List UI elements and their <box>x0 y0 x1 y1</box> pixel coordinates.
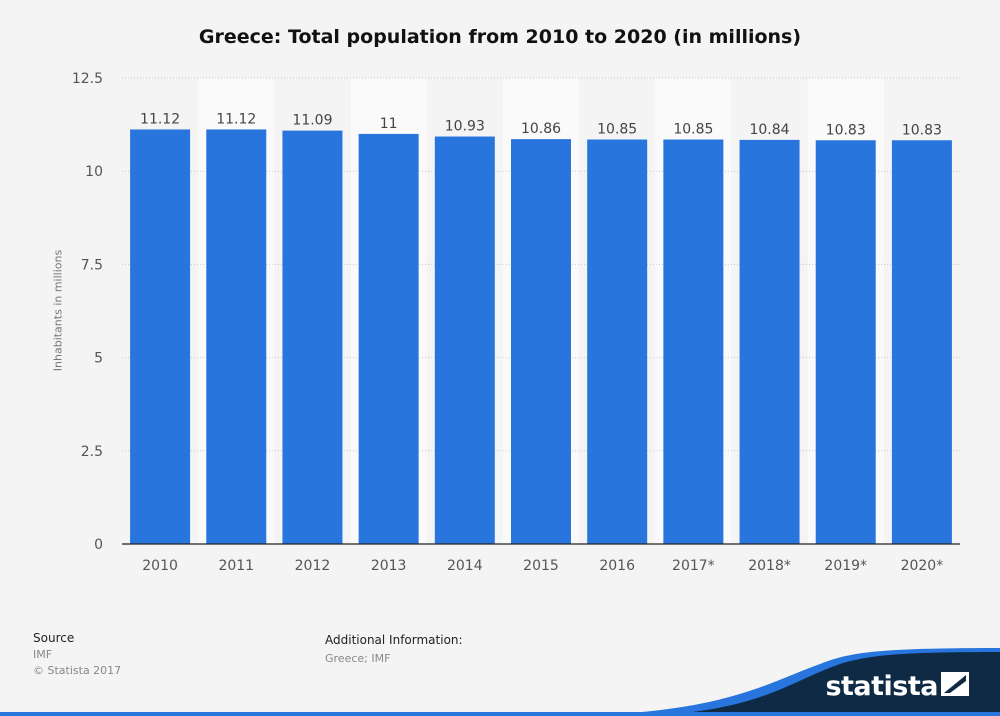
y-tick-label: 2.5 <box>81 444 103 460</box>
bar <box>434 136 495 544</box>
statista-logo-wave <box>0 648 1000 716</box>
bar <box>130 129 191 544</box>
bar <box>358 133 419 545</box>
bar <box>206 129 267 544</box>
y-tick-label: 7.5 <box>81 257 103 273</box>
y-tick-label: 10 <box>85 164 103 180</box>
bar <box>587 139 648 544</box>
data-label: 11 <box>380 116 398 132</box>
x-tick-label: 2017* <box>672 558 715 574</box>
x-tick-label: 2013 <box>371 558 407 574</box>
bar <box>511 139 571 544</box>
x-tick-label: 2015 <box>523 558 559 574</box>
additional-info-value: Greece; IMF <box>325 652 391 665</box>
bar <box>815 140 876 544</box>
data-label: 10.93 <box>445 119 485 135</box>
source-value[interactable]: IMF <box>33 648 53 661</box>
x-tick-label: 2012 <box>295 558 331 574</box>
y-tick-label: 5 <box>94 351 103 367</box>
x-tick-label: 2019* <box>824 558 867 574</box>
x-tick-label: 2014 <box>447 558 483 574</box>
bar <box>663 139 724 544</box>
copyright: © Statista 2017 <box>33 664 122 677</box>
x-tick-label: 2016 <box>599 558 635 574</box>
data-label: 10.83 <box>902 122 942 138</box>
data-label: 10.83 <box>826 122 866 138</box>
additional-info-label: Additional Information: <box>325 633 463 647</box>
data-label: 11.12 <box>216 111 256 127</box>
x-tick-label: 2010 <box>142 558 178 574</box>
bar <box>739 139 800 544</box>
x-tick-label: 2020* <box>901 558 944 574</box>
source-label: Source <box>33 631 75 645</box>
y-tick-label: 0 <box>94 537 103 553</box>
x-tick-label: 2018* <box>748 558 791 574</box>
data-label: 11.12 <box>140 111 180 127</box>
bar <box>891 140 952 544</box>
data-label: 11.09 <box>292 113 332 129</box>
data-label: 10.85 <box>673 122 713 138</box>
statista-logo[interactable]: statista <box>825 671 938 702</box>
x-tick-label: 2011 <box>218 558 254 574</box>
bar <box>282 130 343 544</box>
data-label: 10.86 <box>521 121 561 137</box>
y-tick-label: 12.5 <box>72 71 103 87</box>
y-axis-label: Inhabitants in millions <box>51 249 65 372</box>
data-label: 10.85 <box>597 122 637 138</box>
chart-title: Greece: Total population from 2010 to 20… <box>198 26 802 48</box>
data-label: 10.84 <box>749 122 789 138</box>
